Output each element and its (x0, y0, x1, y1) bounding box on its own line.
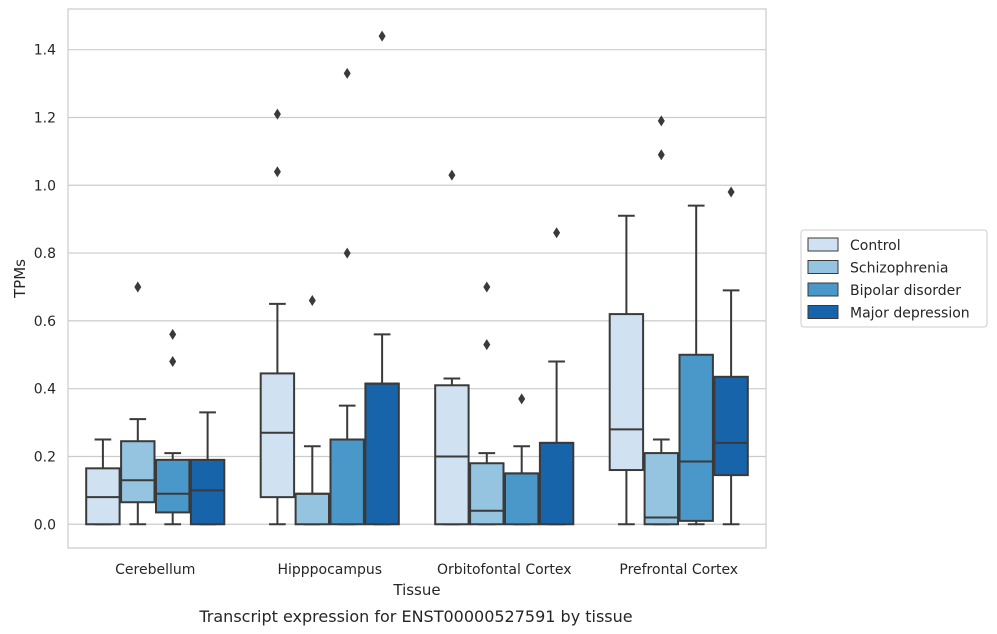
box-major-depression (713, 186, 749, 526)
box-major-depression (364, 30, 400, 526)
x-tick-label: Hipppocampus (277, 562, 382, 578)
box-iqr (329, 438, 365, 526)
outlier-marker (727, 186, 735, 198)
box-schizophrenia (120, 281, 156, 526)
box-iqr (259, 372, 296, 499)
x-axis-ticks: Cerebellum Hipppocampus Orbitofontal Corte… (115, 562, 738, 578)
outlier-marker (134, 281, 142, 293)
x-axis-label: Tissue (392, 581, 440, 599)
box-iqr (713, 375, 749, 477)
outlier-marker (483, 339, 491, 351)
legend-label: Major depression (850, 306, 970, 322)
outlier-marker (553, 227, 561, 239)
outlier-marker (448, 169, 456, 181)
y-axis-label: TPMs (11, 259, 29, 299)
box-series (85, 30, 749, 526)
outlier-marker (343, 67, 351, 79)
box-iqr (643, 452, 679, 526)
y-tick-label: 0.2 (34, 449, 56, 465)
box-schizophrenia (469, 281, 505, 526)
outlier-marker (657, 115, 665, 127)
outlier-marker (343, 247, 351, 259)
box-iqr (608, 313, 645, 472)
x-tick-label: Prefrontal Cortex (619, 562, 738, 578)
box-schizophrenia (294, 295, 331, 526)
box-iqr (678, 353, 714, 522)
legend: Control Schizophrenia Bipolar disorder Majo… (800, 229, 988, 328)
chart-caption: Transcript expression for ENST0000052759… (198, 607, 632, 626)
box-major-depression (538, 227, 575, 526)
legend-frame (800, 229, 988, 328)
box-iqr (364, 382, 400, 526)
y-tick-label: 0.0 (34, 517, 56, 533)
outlier-marker (169, 356, 177, 368)
outlier-marker (378, 30, 386, 42)
legend-swatch (807, 260, 839, 274)
box-iqr (538, 441, 575, 526)
outlier-marker (273, 166, 281, 178)
box-iqr (469, 462, 505, 526)
box-control (259, 108, 296, 526)
y-tick-label: 0.6 (34, 314, 56, 330)
legend-swatch (807, 305, 839, 319)
box-control (434, 169, 470, 526)
plot-area-frame (67, 8, 767, 549)
x-tick-label: Cerebellum (115, 562, 195, 578)
gridlines (68, 49, 766, 525)
outlier-marker (483, 281, 491, 293)
box-major-depression (189, 411, 226, 526)
box-iqr (155, 458, 191, 514)
box-iqr (189, 458, 226, 526)
legend-label: Control (850, 238, 901, 254)
y-tick-label: 0.8 (34, 246, 56, 262)
box-iqr (120, 440, 156, 504)
box-bipolar-disorder (504, 393, 540, 526)
box-bipolar-disorder (155, 328, 191, 526)
legend-swatch (807, 237, 839, 252)
y-tick-label: 0.4 (34, 382, 56, 398)
outlier-marker (273, 108, 281, 120)
box-schizophrenia (643, 115, 679, 526)
box-bipolar-disorder (678, 204, 714, 526)
legend-label: Schizophrenia (850, 261, 948, 277)
outlier-marker (657, 149, 665, 161)
box-iqr (504, 472, 540, 526)
outlier-marker (169, 328, 177, 340)
legend-swatch (807, 282, 839, 297)
legend-label: Bipolar disorder (850, 283, 961, 299)
box-bipolar-disorder (329, 67, 365, 526)
box-control (608, 214, 645, 526)
x-tick-label: Orbitofontal Cortex (437, 562, 572, 578)
outlier-marker (308, 295, 316, 307)
box-iqr (294, 492, 331, 526)
outlier-marker (518, 393, 526, 405)
box-control (85, 438, 121, 526)
box-iqr (434, 384, 470, 526)
y-tick-label: 1.0 (34, 178, 56, 194)
y-tick-label: 1.4 (34, 43, 56, 59)
y-axis-ticks: 0.0 0.2 0.4 0.6 0.8 1.0 1.2 1.4 (34, 43, 56, 534)
y-tick-label: 1.2 (34, 110, 56, 126)
